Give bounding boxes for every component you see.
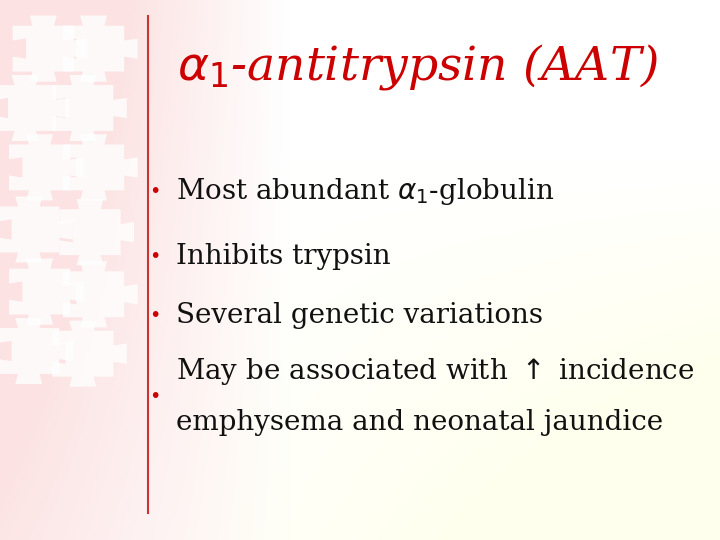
PathPatch shape [0,197,73,262]
Text: Inhibits trypsin: Inhibits trypsin [176,243,391,270]
Text: •: • [149,247,161,266]
PathPatch shape [12,16,87,82]
PathPatch shape [9,134,84,200]
Text: $\alpha_1$-antitrypsin (AAT): $\alpha_1$-antitrypsin (AAT) [176,43,659,92]
Text: •: • [149,306,161,326]
Text: Several genetic variations: Several genetic variations [176,302,544,329]
PathPatch shape [63,134,138,200]
PathPatch shape [63,16,138,82]
PathPatch shape [0,318,73,384]
PathPatch shape [9,259,84,325]
PathPatch shape [53,321,127,387]
Text: Most abundant $\alpha_1$-globulin: Most abundant $\alpha_1$-globulin [176,176,554,207]
PathPatch shape [0,75,69,141]
Text: •: • [149,387,161,407]
PathPatch shape [53,75,127,141]
PathPatch shape [63,261,138,327]
Text: May be associated with $\uparrow$ incidence: May be associated with $\uparrow$ incide… [176,356,695,387]
Text: emphysema and neonatal jaundice: emphysema and neonatal jaundice [176,409,664,436]
PathPatch shape [59,199,134,265]
Text: •: • [149,182,161,201]
